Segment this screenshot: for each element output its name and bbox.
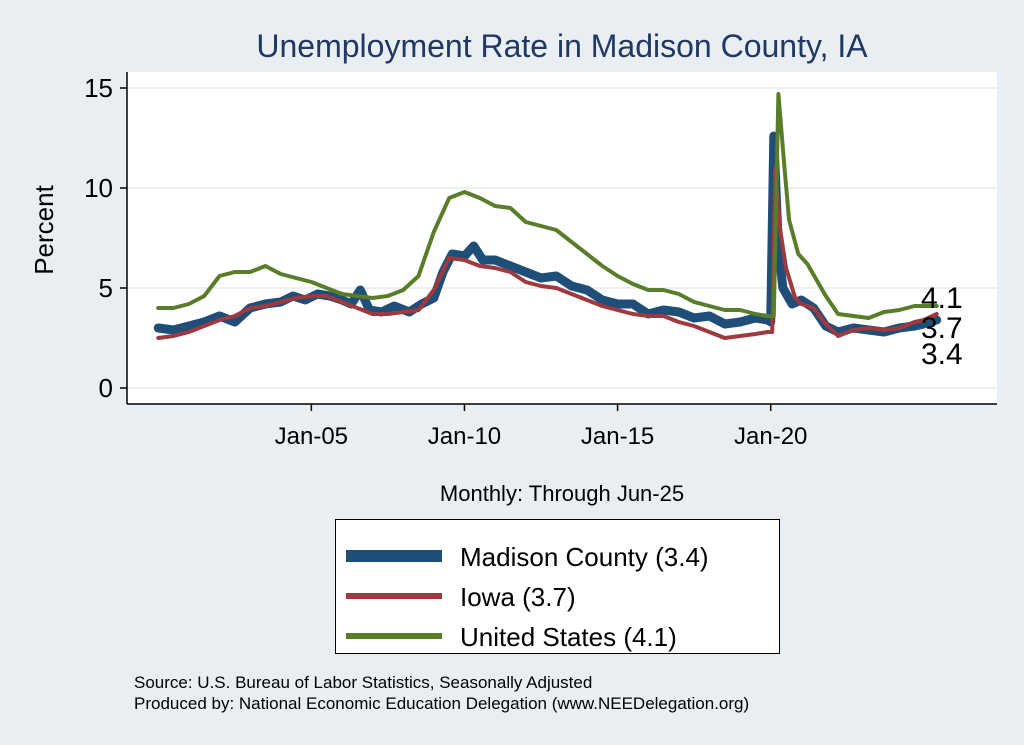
series-line-iowa — [156, 166, 939, 340]
footer: Source: U.S. Bureau of Labor Statistics,… — [134, 672, 749, 714]
x-tick-label-Jan-15: Jan-15 — [581, 423, 654, 450]
x-tick-label-Jan-10: Jan-10 — [428, 423, 501, 450]
y-tick-label-15: 15 — [84, 73, 113, 103]
x-tick-label-Jan-05: Jan-05 — [275, 423, 348, 450]
x-axis-caption: Monthly: Through Jun-25 — [439, 481, 685, 506]
series-line-us — [156, 92, 939, 320]
legend-label-iowa: Iowa (3.7) — [460, 582, 576, 612]
legend-label-us: United States (4.1) — [460, 622, 677, 652]
legend-swatch-iowa — [346, 593, 442, 599]
legend-label-madison: Madison County (3.4) — [460, 542, 709, 572]
y-tick-label-5: 5 — [99, 273, 113, 303]
end-label-us: 4.1 — [921, 282, 963, 315]
x-tick-label-Jan-20: Jan-20 — [734, 423, 807, 450]
legend-swatch-us — [346, 633, 442, 639]
y-axis-title: Percent — [29, 184, 59, 274]
y-tick-label-10: 10 — [84, 173, 113, 203]
end-label-iowa: 3.7 — [921, 312, 963, 345]
legend-swatch-madison — [346, 550, 442, 562]
end-label-madison: 3.4 — [921, 338, 963, 371]
source-note: Source: U.S. Bureau of Labor Statistics,… — [134, 673, 593, 692]
legend: Madison County (3.4) Iowa (3.7) United S… — [335, 519, 780, 654]
plot-background — [127, 72, 997, 404]
chart-title: Unemployment Rate in Madison County, IA — [256, 28, 868, 64]
produced-by-note: Produced by: National Economic Education… — [134, 694, 750, 713]
y-tick-label-0: 0 — [99, 373, 113, 403]
